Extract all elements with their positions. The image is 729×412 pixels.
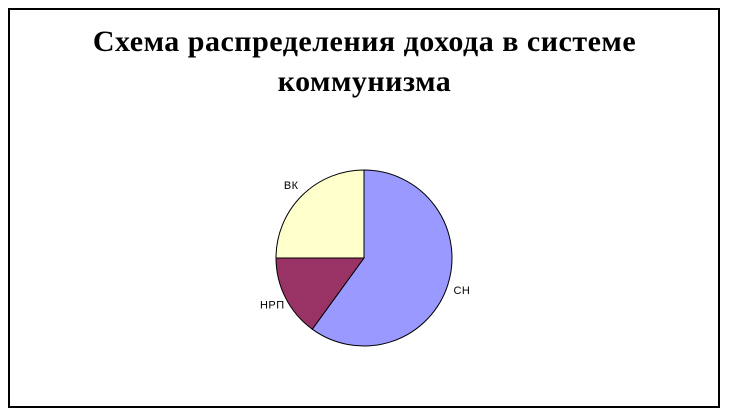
pie-label-ВК: ВК — [284, 180, 299, 192]
pie-slice-ВК[interactable] — [275, 169, 365, 259]
pie-label-СН: СН — [453, 285, 470, 297]
chart-title: Схема распределения дохода в системе ком… — [0, 22, 729, 102]
chart-title-line2: коммунизма — [277, 65, 452, 98]
pie-label-НРП: НРП — [260, 300, 285, 312]
pie-slice-СН[interactable] — [311, 169, 453, 347]
chart-title-line1: Схема распределения дохода в системе — [92, 25, 637, 58]
pie-slice-НРП[interactable] — [275, 257, 365, 330]
